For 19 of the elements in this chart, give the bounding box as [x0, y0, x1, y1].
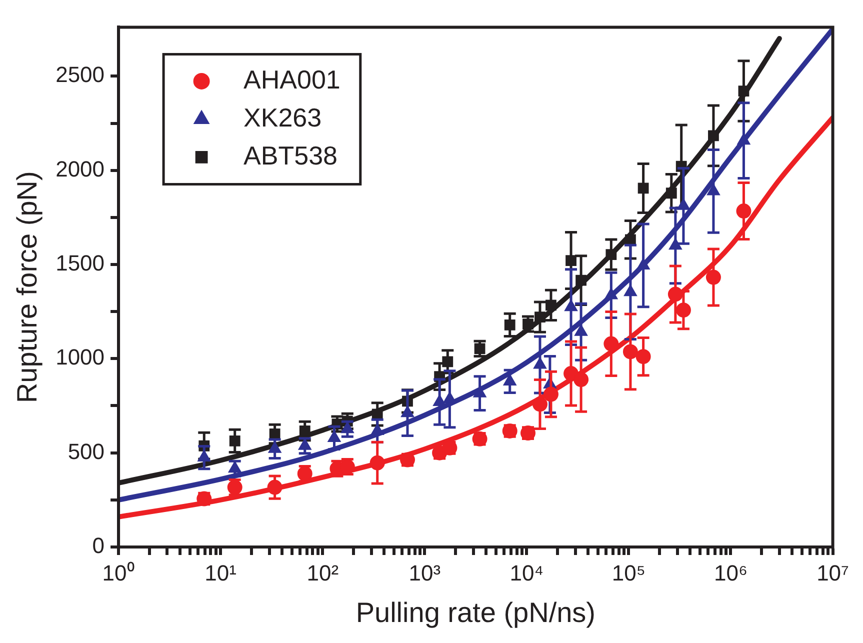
x-tick-label: 10⁷	[816, 560, 850, 586]
y-tick-label: 1000	[56, 344, 105, 370]
x-axis-title: Pulling rate (pN/ns)	[356, 596, 596, 628]
legend-label: AHA001	[244, 64, 340, 94]
x-tick-label: 10³	[408, 560, 441, 586]
y-tick-label: 0	[92, 533, 105, 558]
y-tick-label: 500	[68, 438, 105, 464]
x-tick-label: 10⁶	[714, 560, 748, 586]
y-tick-label: 2000	[56, 156, 105, 182]
x-tick-label: 10⁴	[510, 560, 544, 586]
y-axis-title: Rupture force (pN)	[12, 171, 43, 404]
legend-label: XK263	[244, 102, 322, 132]
y-tick-label: 2500	[56, 62, 105, 88]
x-tick-label: 10⁵	[612, 560, 646, 586]
x-tick-label: 10¹	[204, 560, 236, 586]
x-tick-label: 10²	[306, 560, 339, 586]
legend-label: ABT538	[244, 140, 338, 170]
y-tick-label: 1500	[56, 250, 105, 276]
x-tick-label: 10⁰	[102, 560, 135, 586]
